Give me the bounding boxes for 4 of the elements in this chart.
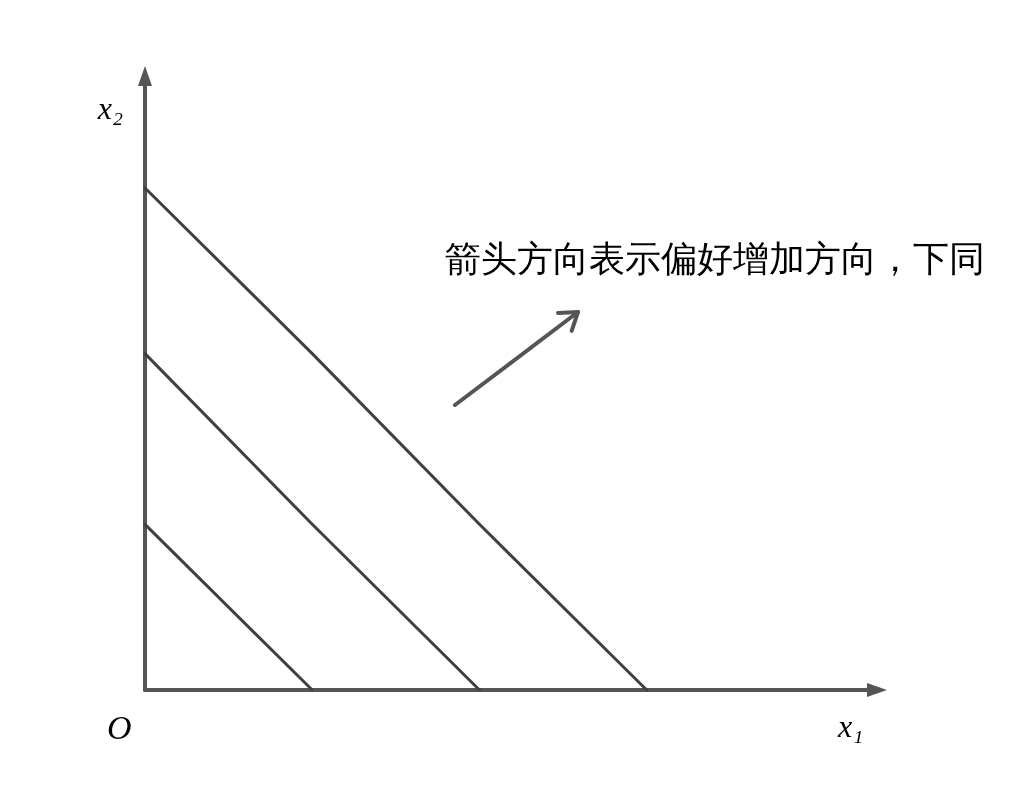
y-axis-title: x₂ bbox=[96, 90, 123, 126]
text: O bbox=[107, 708, 132, 746]
x-axis-title: x₁ bbox=[837, 708, 864, 744]
annotation: 箭头方向表示偏好增加方向，下同 bbox=[445, 239, 985, 279]
